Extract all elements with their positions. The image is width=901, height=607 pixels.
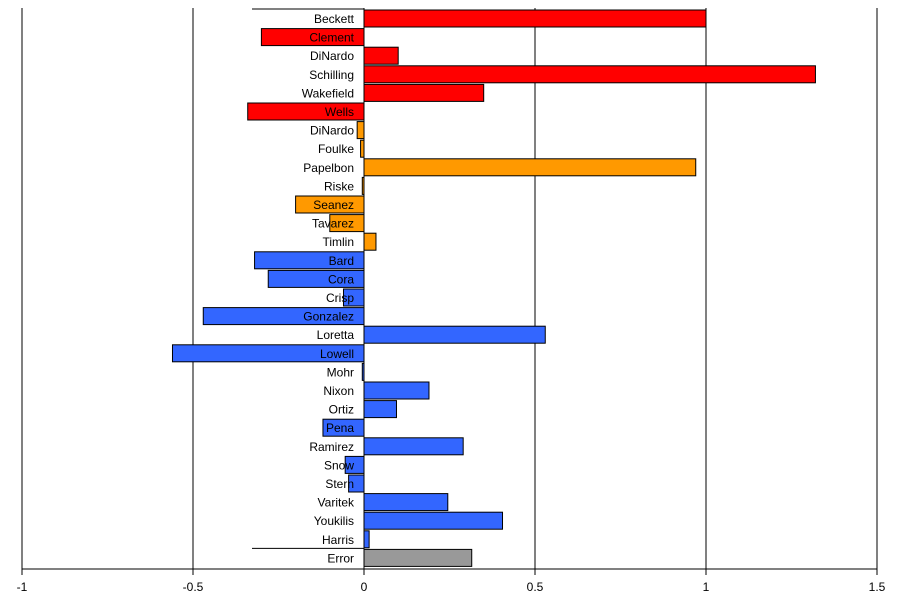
bar (363, 9, 707, 28)
category-label: Schilling (309, 68, 354, 82)
x-tick-label: 0 (361, 580, 368, 594)
bar (363, 65, 816, 84)
bar (363, 46, 399, 65)
category-label: DiNardo (310, 124, 354, 138)
category-label: Beckett (314, 12, 355, 26)
bar (363, 325, 546, 344)
bar (363, 158, 697, 177)
x-tick-label: 1.5 (869, 580, 886, 594)
category-labels: Beckett Clement DiNardo Schilling Wakefield W… (302, 12, 355, 565)
x-tick-label: 1 (703, 580, 710, 594)
category-label: Pena (326, 421, 354, 435)
category-label: Gonzalez (303, 310, 354, 324)
category-label: Nixon (323, 384, 354, 398)
category-label: Foulke (318, 142, 354, 156)
category-label: Ramirez (309, 440, 354, 454)
x-tick-label: -1 (17, 580, 28, 594)
category-label: Cora (328, 272, 354, 286)
category-label: Timlin (322, 235, 354, 249)
category-label: Lowell (320, 347, 354, 361)
category-label: Riske (324, 179, 354, 193)
x-axis: -1 -0.5 0 0.5 1 1.5 (17, 8, 886, 594)
category-label: Error (327, 551, 354, 565)
label-backgrounds (252, 9, 364, 567)
bar (363, 511, 504, 530)
category-label: Seanez (313, 198, 354, 212)
category-label: Clement (309, 31, 354, 45)
category-label: Crisp (326, 291, 354, 305)
bar (363, 493, 449, 512)
category-label: Mohr (327, 365, 354, 379)
category-label: Varitek (318, 496, 355, 510)
x-tick-label: 0.5 (527, 580, 544, 594)
category-label: Loretta (317, 328, 355, 342)
bar (363, 83, 485, 102)
category-label: Ortiz (329, 403, 354, 417)
bar (363, 381, 430, 400)
category-label: Tavarez (312, 217, 354, 231)
category-label: Stern (325, 477, 354, 491)
category-label: Papelbon (303, 161, 354, 175)
bar (363, 437, 464, 456)
bar (360, 139, 365, 158)
x-tick-label: -0.5 (183, 580, 204, 594)
bar (363, 232, 377, 251)
bar (356, 121, 365, 140)
category-label: Snow (324, 458, 354, 472)
grid-lines (21, 8, 878, 569)
category-label: DiNardo (310, 49, 354, 63)
category-label: Wakefield (302, 86, 354, 100)
bars (171, 9, 816, 567)
category-label: Youkilis (314, 514, 354, 528)
bar (363, 400, 397, 419)
category-label: Wells (325, 105, 354, 119)
category-label: Bard (329, 254, 354, 268)
category-label: Harris (322, 533, 354, 547)
bar (363, 548, 473, 567)
bar (363, 530, 370, 549)
label-area (252, 9, 364, 567)
